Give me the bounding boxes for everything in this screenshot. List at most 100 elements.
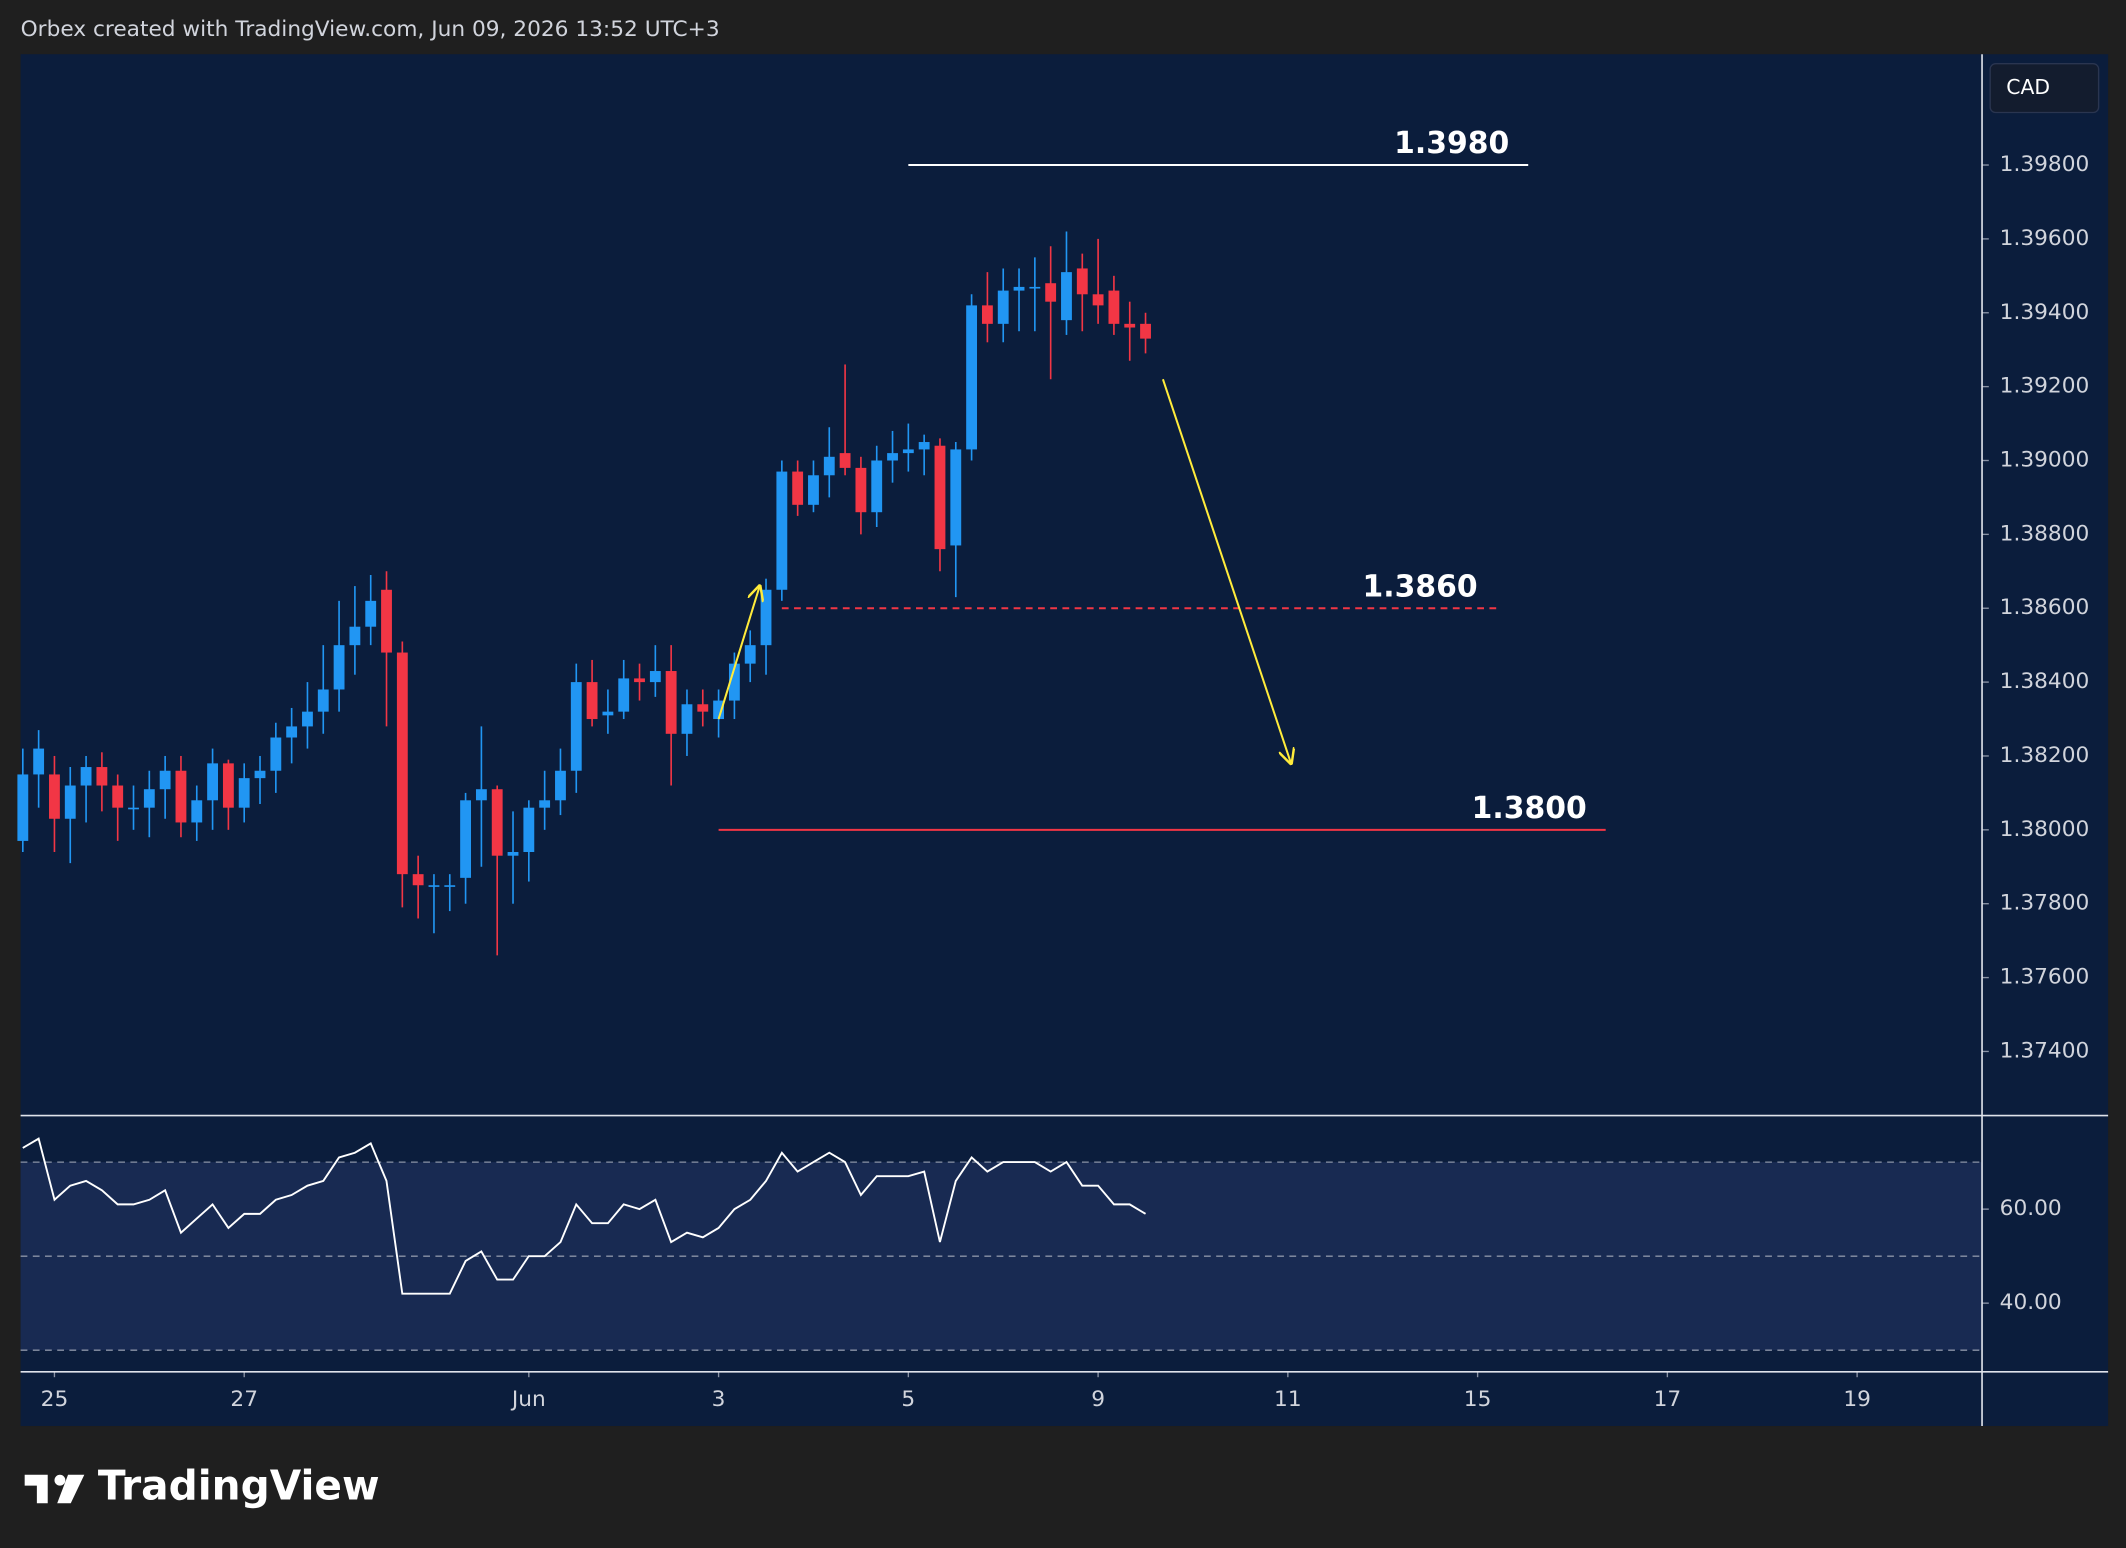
candle-body bbox=[349, 626, 361, 646]
x-tick-label: 19 bbox=[1843, 1387, 1871, 1412]
candle-body bbox=[539, 800, 551, 808]
y-tick-label: 1.38400 bbox=[2000, 669, 2090, 694]
candle-body bbox=[302, 711, 313, 727]
candle-body bbox=[191, 800, 203, 823]
brand-logo bbox=[24, 1474, 85, 1504]
y-tick-label: 1.39400 bbox=[2000, 300, 2090, 325]
y-tick-label: 1.37600 bbox=[2000, 965, 2090, 990]
candle-body bbox=[649, 671, 661, 683]
candle-body bbox=[855, 467, 867, 513]
candle-body bbox=[64, 785, 76, 819]
candle-body bbox=[254, 770, 266, 779]
candle-body bbox=[159, 770, 171, 790]
candle-body bbox=[428, 885, 440, 887]
level-label: 1.3980 bbox=[1394, 126, 1509, 161]
candle-body bbox=[1076, 268, 1088, 295]
candle-body bbox=[839, 453, 851, 468]
candle-body bbox=[934, 445, 946, 550]
candle-body bbox=[365, 600, 377, 627]
rsi-y-tick-label: 40.00 bbox=[2000, 1290, 2062, 1315]
plot-layer: 1.37400 1.37600 1.37800 1.38000 1.38200 1.384… bbox=[17, 126, 2089, 1412]
candle-body bbox=[143, 789, 155, 808]
candle-body bbox=[570, 682, 582, 771]
x-tick-label: 9 bbox=[1091, 1387, 1105, 1412]
rsi-line bbox=[22, 1137, 1147, 1295]
x-tick-label: Jun bbox=[510, 1387, 546, 1412]
candle-body bbox=[333, 645, 345, 690]
header-title: Orbex created with TradingView.com, Jun … bbox=[21, 17, 720, 42]
price-axis bbox=[1982, 54, 2109, 1427]
candle-body bbox=[17, 774, 29, 841]
arrow bbox=[717, 586, 760, 720]
candle-body bbox=[697, 704, 709, 712]
candle-body bbox=[602, 711, 614, 716]
currency-box bbox=[1989, 63, 2100, 114]
candle-body bbox=[475, 789, 487, 801]
candle-body bbox=[491, 789, 503, 856]
candle-body bbox=[713, 700, 725, 720]
candle-body bbox=[950, 449, 962, 546]
candle-body bbox=[744, 645, 756, 664]
candle-body bbox=[618, 678, 630, 712]
candle-body bbox=[760, 589, 772, 646]
x-tick-label: 3 bbox=[712, 1387, 726, 1412]
y-tick-label: 1.37800 bbox=[2000, 891, 2090, 916]
level-label: 1.3860 bbox=[1363, 569, 1478, 604]
candle-body bbox=[238, 778, 250, 808]
candle-body bbox=[460, 800, 472, 878]
candle-body bbox=[665, 671, 677, 734]
y-tick-label: 1.39800 bbox=[2000, 152, 2090, 177]
y-tick-label: 1.37400 bbox=[2000, 1038, 2090, 1063]
y-tick-label: 1.39000 bbox=[2000, 447, 2090, 472]
candle-body bbox=[555, 770, 566, 801]
x-tick-label: 25 bbox=[41, 1387, 69, 1412]
candle-body bbox=[792, 471, 804, 505]
currency: CAD bbox=[2006, 75, 2050, 99]
candle-body bbox=[776, 471, 788, 590]
candle-body bbox=[808, 475, 819, 505]
y-tick-label: 1.38600 bbox=[2000, 595, 2090, 620]
rsi-y-tick-label: 60.00 bbox=[2000, 1196, 2062, 1221]
price-pane bbox=[20, 54, 1983, 1116]
candle-body bbox=[634, 678, 645, 683]
candle-body bbox=[997, 290, 1009, 324]
candle-body bbox=[887, 453, 898, 461]
x-tick-label: 15 bbox=[1464, 1387, 1492, 1412]
candle-body bbox=[1045, 283, 1057, 302]
candle-body bbox=[128, 807, 139, 810]
candle-body bbox=[902, 449, 914, 454]
brand: TradingView bbox=[98, 1461, 380, 1509]
candle-body bbox=[33, 748, 45, 775]
arrow bbox=[1161, 378, 1291, 763]
level-label: 1.3800 bbox=[1472, 791, 1587, 826]
candle-body bbox=[728, 663, 740, 701]
candle-body bbox=[918, 442, 930, 450]
candle-body bbox=[444, 885, 456, 887]
candle-body bbox=[586, 682, 598, 720]
y-tick-label: 1.39200 bbox=[2000, 374, 2090, 399]
candle-body bbox=[523, 807, 535, 853]
candle-body bbox=[396, 652, 408, 875]
candle-body bbox=[1029, 286, 1041, 289]
x-tick-label: 11 bbox=[1274, 1387, 1302, 1412]
candle-body bbox=[49, 774, 60, 819]
candle-body bbox=[175, 770, 187, 823]
candle-body bbox=[1140, 323, 1151, 339]
x-tick-label: 27 bbox=[230, 1387, 258, 1412]
candle-body bbox=[1124, 323, 1136, 328]
candle-body bbox=[1092, 294, 1104, 306]
candle-body bbox=[270, 737, 282, 771]
candle-body bbox=[981, 305, 993, 324]
candle-body bbox=[681, 704, 693, 734]
x-tick-label: 17 bbox=[1654, 1387, 1682, 1412]
y-tick-label: 1.38800 bbox=[2000, 521, 2090, 546]
candle-body bbox=[222, 763, 234, 808]
candle-body bbox=[966, 305, 978, 450]
candle-body bbox=[207, 763, 218, 801]
time-axis bbox=[20, 1371, 1983, 1427]
x-tick-label: 5 bbox=[901, 1387, 915, 1412]
candle-body bbox=[823, 456, 835, 476]
candle-body bbox=[507, 852, 519, 856]
